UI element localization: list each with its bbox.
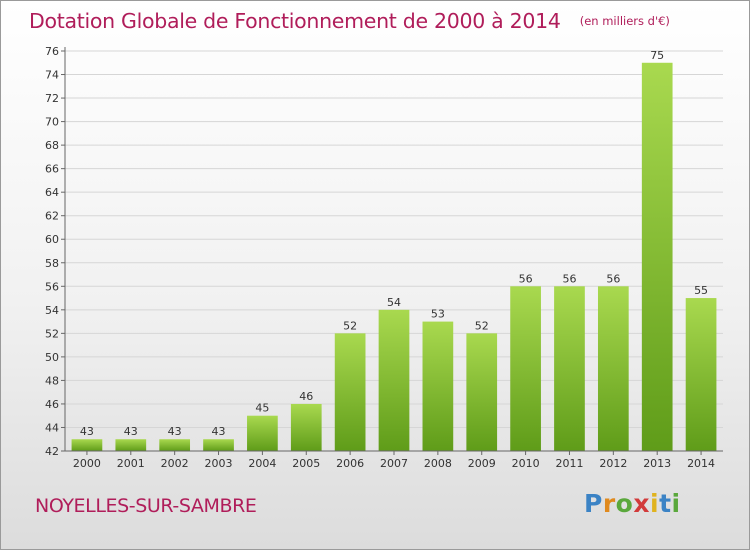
data-label: 56 — [519, 272, 533, 285]
bar — [510, 286, 541, 451]
y-tick-label: 48 — [45, 374, 59, 387]
y-tick-label: 56 — [45, 280, 59, 293]
bar — [159, 439, 191, 451]
bars: 43 43 43 43 45 46 52 54 53 52 56 56 56 75 55 — [71, 49, 717, 451]
x-tick-label: 2002 — [161, 457, 189, 470]
data-label: 56 — [562, 272, 576, 285]
data-label: 56 — [606, 272, 620, 285]
logo-letter-p: P — [584, 489, 603, 518]
data-label: 45 — [255, 402, 269, 415]
x-tick-label: 2014 — [687, 457, 715, 470]
title-row: Dotation Globale de Fonctionnement de 20… — [29, 9, 670, 33]
y-tick-label: 50 — [45, 351, 59, 364]
bar — [290, 403, 322, 451]
data-label: 75 — [650, 49, 664, 62]
x-tick-label: 2008 — [424, 457, 452, 470]
x-tick-label: 2009 — [468, 457, 496, 470]
y-tick-label: 58 — [45, 257, 59, 270]
data-label: 53 — [431, 308, 445, 321]
chart-title: Dotation Globale de Fonctionnement de 20… — [29, 9, 561, 33]
chart-subtitle: (en milliers d'€) — [579, 14, 670, 28]
logo-letter-t: t — [659, 489, 672, 518]
bar — [378, 309, 410, 451]
y-tick-label: 64 — [45, 186, 59, 199]
x-tick-label: 2005 — [292, 457, 320, 470]
bar — [466, 333, 498, 451]
x-tick-label: 2011 — [555, 457, 583, 470]
bar — [203, 439, 234, 451]
y-tick-label: 60 — [45, 233, 59, 246]
data-label: 46 — [299, 390, 313, 403]
x-tick-label: 2010 — [512, 457, 540, 470]
bar — [641, 62, 673, 451]
bar — [597, 286, 629, 451]
x-tick-label: 2006 — [336, 457, 364, 470]
y-tick-label: 74 — [45, 69, 59, 82]
y-tick-label: 70 — [45, 116, 59, 129]
data-label: 43 — [80, 425, 94, 438]
x-tick-label: 2013 — [643, 457, 671, 470]
logo-letter-o: o — [615, 489, 634, 518]
commune-name: NOYELLES-SUR-SAMBRE — [35, 495, 257, 517]
y-axis: 42 44 46 48 50 52 54 56 58 60 62 64 66 68 70 72 74 76 — [45, 45, 66, 458]
data-label: 54 — [387, 296, 401, 309]
x-tick-label: 2012 — [599, 457, 627, 470]
y-tick-label: 44 — [45, 421, 59, 434]
y-tick-label: 42 — [45, 445, 59, 458]
x-tick-label: 2003 — [205, 457, 233, 470]
bar — [247, 415, 278, 451]
logo-letter-x: x — [633, 489, 650, 518]
y-tick-label: 68 — [45, 139, 59, 152]
data-label: 43 — [212, 425, 226, 438]
y-tick-label: 52 — [45, 327, 59, 340]
data-label: 43 — [124, 425, 138, 438]
x-tick-label: 2007 — [380, 457, 408, 470]
data-label: 52 — [343, 319, 357, 332]
data-label: 55 — [694, 284, 708, 297]
y-tick-label: 66 — [45, 163, 59, 176]
proxiti-logo[interactable]: Proxiti — [584, 489, 681, 518]
bar — [334, 333, 366, 451]
x-tick-label: 2004 — [248, 457, 276, 470]
x-axis: 2000 2001 2002 2003 2004 2005 2006 2007 2008 2009… — [65, 450, 723, 470]
data-label: 52 — [475, 319, 489, 332]
bar — [422, 321, 454, 451]
logo-letter-r: r — [602, 489, 616, 518]
x-tick-label: 2000 — [73, 457, 101, 470]
bar — [71, 439, 103, 451]
logo-letter-i2: i — [671, 489, 681, 518]
bar — [115, 439, 147, 451]
data-label: 43 — [168, 425, 182, 438]
y-tick-label: 54 — [45, 304, 59, 317]
bar — [685, 298, 717, 451]
y-tick-label: 62 — [45, 210, 59, 223]
y-tick-label: 46 — [45, 398, 59, 411]
x-tick-label: 2001 — [117, 457, 145, 470]
bar — [554, 286, 585, 451]
y-tick-label: 72 — [45, 92, 59, 105]
y-tick-label: 76 — [45, 45, 59, 58]
logo-letter-i1: i — [650, 489, 660, 518]
